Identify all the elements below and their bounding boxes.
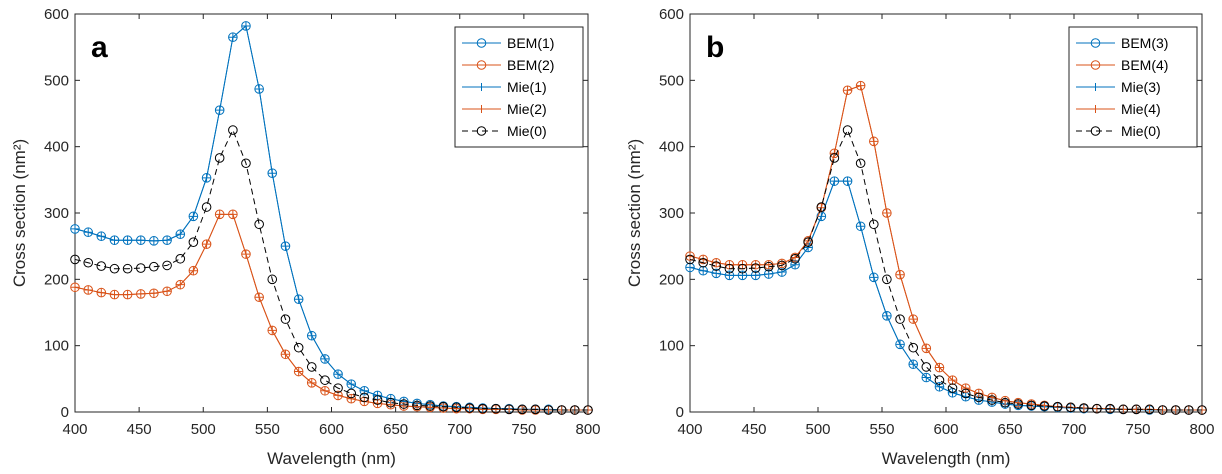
legend-label: Mie(2) (507, 101, 547, 117)
y-tick-label: 500 (44, 72, 69, 89)
y-tick-label: 0 (676, 404, 684, 421)
x-tick-label: 800 (1189, 421, 1214, 438)
x-tick-label: 450 (741, 421, 766, 438)
legend-label: Mie(4) (1121, 101, 1161, 117)
x-axis-title: Wavelength (nm) (882, 449, 1011, 468)
x-tick-label: 550 (255, 421, 280, 438)
x-tick-label: 400 (62, 421, 87, 438)
legend-label: Mie(0) (507, 123, 547, 139)
y-tick-label: 600 (659, 6, 684, 23)
legend: BEM(1) BEM(2) Mie(1) Mie(2) Mie(0) (455, 27, 583, 147)
y-tick-label: 400 (659, 139, 684, 156)
x-tick-label: 600 (319, 421, 344, 438)
legend-label: BEM(2) (507, 57, 554, 73)
x-tick-label: 700 (1061, 421, 1086, 438)
x-tick-label: 550 (869, 421, 894, 438)
panel: 400 450 500 550 600 650 700 750 800 0 100 200 300 400… (10, 6, 601, 468)
y-tick-label: 600 (44, 6, 69, 23)
x-tick-label: 650 (997, 421, 1022, 438)
x-tick-label: 700 (447, 421, 472, 438)
x-tick-label: 500 (805, 421, 830, 438)
y-tick-label: 500 (659, 72, 684, 89)
panel-label: a (91, 31, 108, 64)
y-tick-label: 100 (44, 338, 69, 355)
x-tick-label: 400 (677, 421, 702, 438)
legend-label: Mie(1) (507, 79, 547, 95)
x-tick-label: 750 (511, 421, 536, 438)
y-tick-label: 400 (44, 139, 69, 156)
legend-label: Mie(3) (1121, 79, 1161, 95)
y-tick-label: 300 (44, 205, 69, 222)
y-tick-label: 0 (61, 404, 69, 421)
y-tick-label: 200 (659, 271, 684, 288)
x-tick-label: 650 (383, 421, 408, 438)
x-tick-label: 800 (575, 421, 600, 438)
legend-label: BEM(4) (1121, 57, 1168, 73)
y-axis-title: Cross section (nm²) (625, 139, 644, 287)
legend: BEM(3) BEM(4) Mie(3) Mie(4) Mie(0) (1069, 27, 1197, 147)
legend-label: Mie(0) (1121, 123, 1161, 139)
x-tick-label: 600 (933, 421, 958, 438)
legend-label: BEM(1) (507, 35, 554, 51)
x-tick-label: 500 (191, 421, 216, 438)
legend-label: BEM(3) (1121, 35, 1168, 51)
panel-label: b (706, 31, 724, 64)
panel: 400 450 500 550 600 650 700 750 800 0 100 200 300 400… (625, 6, 1215, 468)
figure: 400 450 500 550 600 650 700 750 800 0 100 200 300 400… (0, 0, 1222, 469)
y-tick-label: 100 (659, 338, 684, 355)
x-tick-label: 750 (1125, 421, 1150, 438)
x-tick-label: 450 (127, 421, 152, 438)
y-tick-label: 200 (44, 271, 69, 288)
y-tick-label: 300 (659, 205, 684, 222)
y-axis-title: Cross section (nm²) (10, 139, 29, 287)
x-axis-title: Wavelength (nm) (267, 449, 396, 468)
